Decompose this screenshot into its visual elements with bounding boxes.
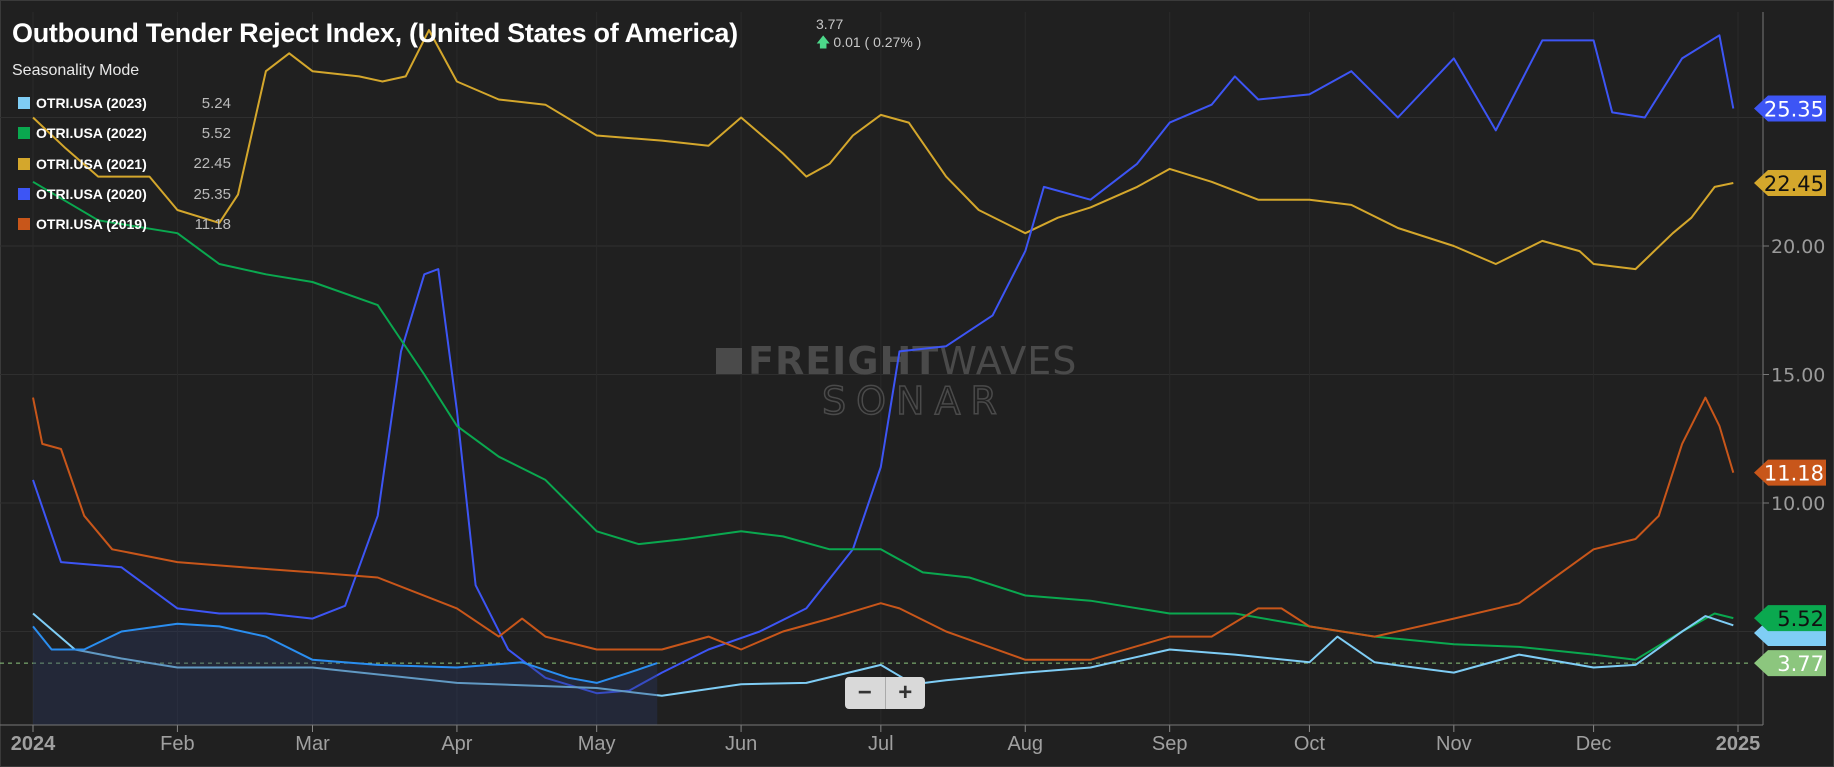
series-line-otri-usa-2024- <box>32 622 658 684</box>
x-tick-label: Jul <box>868 733 894 755</box>
legend-value: 11.18 <box>194 215 231 233</box>
tag-2019-text: 11.18 <box>1764 462 1824 486</box>
axes: 10.00 15.00 20.00 2024 Feb Mar Apr May Jun Jul Aug… <box>0 12 1825 755</box>
legend-name: OTRI.USA (2022) <box>36 125 147 142</box>
series-line-otri-usa-2023- <box>32 612 1734 697</box>
x-tick-label: 2024 <box>11 733 56 755</box>
series-line-otri-usa-2020- <box>32 34 1735 695</box>
x-tick-label: Feb <box>160 733 194 755</box>
legend-name: OTRI.USA (2021) <box>36 155 147 172</box>
legend-item-2022[interactable]: OTRI.USA (2022) 5.52 <box>18 118 231 148</box>
tag-2022-text: 5.52 <box>1777 607 1824 631</box>
svg-text:FREIGHTWAVES: FREIGHTWAVES <box>748 339 1077 383</box>
tag-current-bg <box>1754 650 1826 677</box>
svg-text:SONAR: SONAR <box>822 379 1007 423</box>
x-tick-label: Aug <box>1007 733 1043 755</box>
tag-2019-bg <box>1754 459 1826 486</box>
current-value: 3.77 <box>816 16 844 32</box>
y-tick-label: 10.00 <box>1771 493 1825 515</box>
watermark: FREIGHTWAVES SONAR <box>716 339 1077 424</box>
tag-2020-text: 25.35 <box>1764 98 1824 122</box>
legend-swatch <box>18 97 30 110</box>
legend-value: 25.35 <box>193 185 231 203</box>
legend-name: OTRI.USA (2023) <box>36 95 147 112</box>
x-tick-label: Oct <box>1294 733 1326 755</box>
zoom-out-button[interactable]: − <box>845 677 886 709</box>
last-value-tags: 25.35 22.45 11.18 5.52 3.77 <box>1754 95 1826 677</box>
series-line-otri-usa-2022- <box>32 180 1734 661</box>
x-tick-label: Mar <box>295 733 330 755</box>
arrow-up-icon: 🡅 <box>816 34 831 50</box>
series-line-otri-usa-2019- <box>32 396 1735 661</box>
x-tick-label: Sep <box>1152 733 1188 755</box>
freightwaves-logo-icon <box>716 348 742 374</box>
grid <box>0 12 1763 725</box>
tag-2021-text: 22.45 <box>1764 172 1824 196</box>
change-readout: 🡅 0.01 ( 0.27% ) <box>816 32 921 56</box>
series-layer <box>0 29 1752 725</box>
legend-value: 5.24 <box>201 94 231 112</box>
legend-value: 5.52 <box>201 124 231 142</box>
legend-value: 22.45 <box>193 155 231 173</box>
legend-item-2021[interactable]: OTRI.USA (2021) 22.45 <box>18 149 231 179</box>
legend-swatch <box>18 127 30 140</box>
tag-current-text: 3.77 <box>1777 652 1824 676</box>
series-line-otri-usa-2021- <box>32 29 1734 271</box>
tag-2020-bg <box>1754 95 1826 122</box>
change-value: 0.01 ( 0.27% ) <box>833 34 922 50</box>
series-area-otri-usa-2024- <box>33 623 658 725</box>
legend-item-2020[interactable]: OTRI.USA (2020) 25.35 <box>18 179 231 209</box>
legend-name: OTRI.USA (2019) <box>36 216 147 233</box>
y-tick-label: 20.00 <box>1771 236 1825 258</box>
legend-swatch <box>18 157 30 170</box>
legend-swatch <box>18 188 30 201</box>
legend-item-2019[interactable]: OTRI.USA (2019) 11.18 <box>18 209 231 239</box>
x-tick-label: 2025 <box>1716 733 1761 755</box>
legend: OTRI.USA (2023) 5.24 OTRI.USA (2022) 5.52 … <box>18 88 231 239</box>
seasonality-mode-label: Seasonality Mode <box>12 62 140 79</box>
legend-name: OTRI.USA (2020) <box>36 186 147 203</box>
legend-item-2023[interactable]: OTRI.USA (2023) 5.24 <box>18 88 231 118</box>
zoom-in-button[interactable]: + <box>898 679 913 706</box>
x-tick-label: Dec <box>1576 733 1612 755</box>
x-tick-label: Jun <box>725 733 757 755</box>
tag-2021-bg <box>1754 170 1826 197</box>
x-tick-label: Apr <box>441 733 472 755</box>
legend-swatch <box>18 218 30 231</box>
x-tick-label: Nov <box>1436 733 1472 755</box>
tag-2022-bg <box>1754 605 1826 632</box>
y-tick-label: 15.00 <box>1771 365 1825 387</box>
zoom-controls: − + <box>845 677 925 709</box>
chart-title: Outbound Tender Reject Index, (United St… <box>12 18 738 48</box>
x-tick-label: May <box>578 733 616 755</box>
